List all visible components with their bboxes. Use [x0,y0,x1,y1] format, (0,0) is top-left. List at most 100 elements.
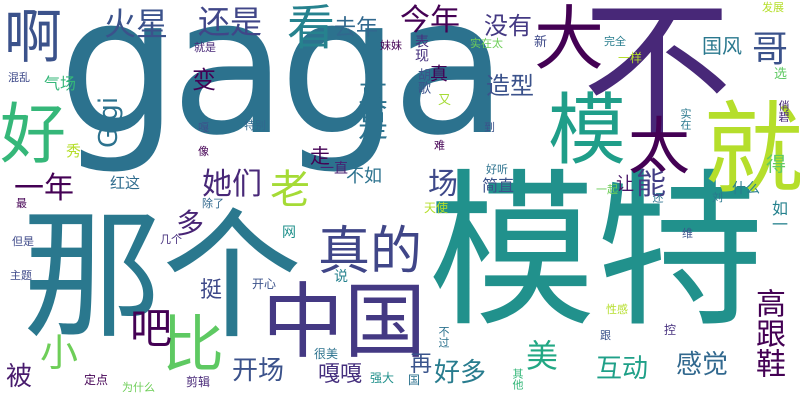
word-qiaobi: 俏碧 [777,100,790,122]
word-duo: 多 [176,207,205,240]
word-biaoxian: 表现 [413,34,429,62]
word-bi: 比 [162,308,225,381]
word-haishi: 还是 [198,3,263,41]
word-nan: 难 [434,139,445,152]
word-gaogenxie: 高跟鞋 [750,288,785,378]
word-wanquan: 完全 [604,35,626,48]
word-wang: 网 [282,225,296,241]
word-dao: 到 [484,121,495,134]
word-xuan: 选 [774,67,788,82]
word-bu: 不 [582,0,733,160]
word-jige: 几个 [160,233,182,246]
word-ru: 如一 [769,200,788,232]
word-gigi: Gigi [94,96,124,148]
word-kaichang: 开场 [232,356,285,386]
word-zaoxing: 造型 [486,72,534,100]
word-da: 大 [534,0,604,80]
word-zou: 走 [310,144,330,168]
word-hunluan: 混乱 [8,71,30,84]
word-xiang: 像 [198,145,209,158]
word-fazhan: 发展 [762,1,784,14]
word-huge: 胡歌 [415,68,430,94]
word-zai: 再 [410,352,433,377]
word-chang: 场 [428,167,458,202]
word-xin: 新 [534,35,548,50]
word-shenme: 什么 [732,181,760,197]
word-jianzhi: 简直 [482,176,515,195]
word-haoduo: 好多 [434,358,487,388]
word-bei: 被 [6,362,33,392]
word-guofeng: 国风 [702,34,742,58]
word-ge: 哥 [752,29,789,70]
word-jiu: 就 [686,96,800,196]
word-liu: 刘 [712,191,723,204]
word-kong: 控 [664,323,677,337]
word-tebie: 特别 [244,119,266,132]
word-xiu: 秀 [66,142,82,160]
word-a: 啊 [4,3,63,71]
word-zhuti: 主题 [10,269,32,282]
word-meimei: 妹妹 [380,39,402,52]
word-kaixin: 开心 [252,277,277,291]
word-zhende: 真的 [318,222,423,282]
word-zhen: 真 [430,64,448,85]
word-you: 又 [438,93,452,108]
word-kan: 看 [278,2,334,50]
word-yiyang: 一样 [618,51,643,65]
word-dingdian: 定点 [84,373,109,387]
word-buru: 不如 [346,166,382,187]
word-chule: 除了 [202,197,224,210]
word-bian: 变 [192,66,216,94]
word-gaga: gaga [58,0,508,177]
word-buguo: 不过 [437,326,450,348]
word-mei: 美 [526,337,559,375]
word-gen: 跟 [600,329,611,342]
word-haoting: 好听 [486,163,508,176]
word-hudong: 互动 [596,354,649,384]
word-moteh: 模特 [428,154,764,350]
word-ting: 挺 [200,278,223,303]
word-huoxing: 火星 [104,5,169,43]
word-henmei: 很美 [314,347,339,361]
word-shizai: 实在 [679,108,692,130]
word-danshi: 但是 [12,235,34,248]
word-shizaitai: 实在太 [470,37,503,50]
word-weihu: 维 [682,227,693,240]
word-jianji: 剪辑 [186,375,211,389]
word-rang: 让 [616,174,634,195]
word-qiangda: 强大 [370,371,395,385]
word-xinggan: 性感 [606,303,628,316]
word-neng: 能 [636,167,666,202]
word-huan: 还 [651,192,664,203]
word-qita: 其他 [511,368,524,390]
word-meiyou: 没有 [484,12,532,40]
word-hongzhe: 红这 [110,174,141,192]
word-qunian: 去年 [334,16,379,41]
word-de: 得 [766,152,786,176]
word-yinian: 一年 [14,171,74,206]
word-mo: 模 [548,86,627,176]
word-zui: 最 [16,197,27,210]
word-qichang: 气场 [44,74,77,93]
word-jiushi: 就是 [194,41,216,54]
word-yiqi: 一起 [596,183,618,196]
word-yizhi: 一直 [320,161,348,177]
word-ba: 吧 [130,304,173,353]
word-e: 嘎 [198,121,209,134]
word-weishenme: 为什么 [122,381,155,394]
word-tianshi: 天使 [424,201,449,215]
word-hao: 好 [0,96,66,173]
word-tamen: 她们 [202,167,262,202]
word-nage: 那个 [22,196,303,359]
word-zhenshi: 真是 [352,80,387,140]
word-gaga2: 嘎嘎 [318,362,363,387]
word-guo: 国 [408,373,421,387]
word-tai: 太 [628,110,691,183]
word-zhongguo: 中国 [262,275,427,370]
word-shuo: 说 [334,269,348,285]
word-lao: 老 [270,167,310,213]
word-jinnian: 今年 [400,3,460,38]
word-ganjue: 感觉 [676,350,729,380]
word-xiao: 小 [40,331,79,375]
